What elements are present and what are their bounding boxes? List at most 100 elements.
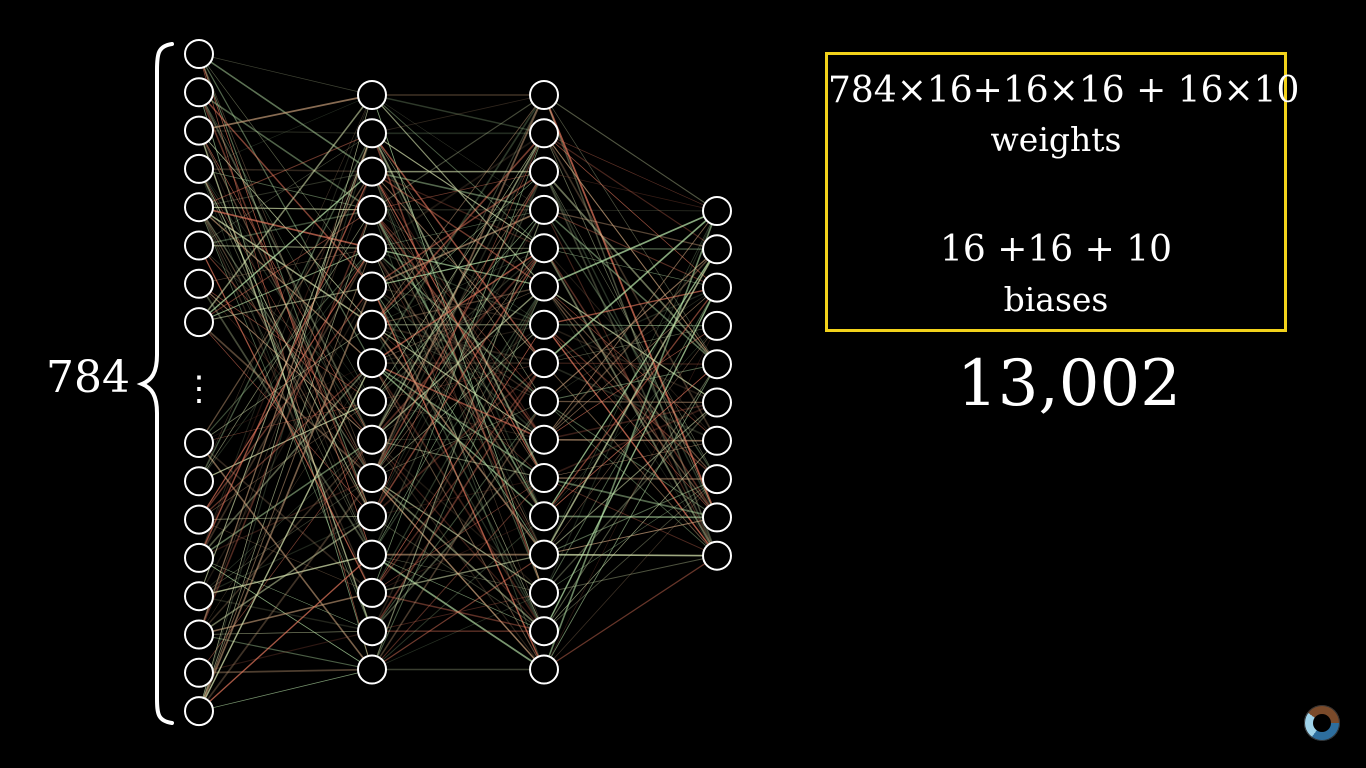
network-edge — [198, 94, 373, 559]
hidden2-neuron — [529, 233, 559, 264]
network-edge — [543, 248, 718, 517]
network-edge — [543, 477, 718, 519]
hidden1-neuron — [357, 271, 387, 302]
network-edge — [371, 94, 545, 211]
network-edge — [543, 210, 718, 440]
network-edge — [543, 209, 718, 250]
input-neuron — [184, 307, 214, 338]
network-edge — [198, 171, 373, 208]
input-neuron — [184, 153, 214, 184]
network-edge — [543, 247, 718, 288]
network-edge — [543, 248, 718, 441]
hidden1-neuron — [357, 654, 387, 685]
hidden1-neuron — [357, 309, 387, 340]
hidden2-neuron — [529, 539, 559, 570]
biases-label: biases — [1003, 280, 1109, 319]
network-edge — [198, 286, 373, 597]
hidden2-neuron — [529, 348, 559, 379]
network-edge — [371, 247, 545, 517]
network-edge — [543, 210, 718, 364]
network-edge — [371, 400, 545, 670]
input-neuron — [184, 581, 214, 612]
output-neuron — [702, 349, 732, 380]
parameter-count-box: 784×16+16×16 + 16×10 weights 16 +16 + 10… — [825, 52, 1299, 332]
network-edge — [198, 94, 373, 170]
network-edge — [371, 94, 545, 326]
network-edge — [543, 402, 718, 555]
network-edge — [198, 132, 373, 208]
output-neuron — [702, 425, 732, 456]
input-neuron-count: 784 — [46, 352, 130, 403]
network-edge — [198, 321, 373, 479]
network-edge — [198, 206, 373, 250]
network-edge — [371, 94, 545, 479]
biases-formula: 16 +16 + 10 — [939, 229, 1173, 270]
network-edge — [543, 210, 718, 288]
input-neuron — [184, 466, 214, 497]
network-edge — [371, 286, 545, 632]
hidden2-neuron — [529, 386, 559, 417]
network-edge — [543, 287, 718, 440]
network-edge — [543, 171, 718, 212]
network-edge — [371, 94, 545, 211]
network-edge — [371, 132, 545, 249]
network-edge — [198, 209, 373, 712]
network-edge — [543, 325, 718, 670]
network-edge — [198, 209, 373, 482]
network-edges — [198, 53, 718, 712]
output-neuron — [702, 196, 732, 226]
hidden2-neuron — [529, 80, 559, 110]
network-edge — [198, 247, 373, 323]
network-edge — [371, 209, 545, 479]
hidden1-neuron — [357, 577, 387, 608]
hidden1-neuron — [357, 156, 387, 187]
network-edge — [543, 555, 718, 594]
network-edge — [543, 440, 718, 632]
network-edge — [371, 133, 545, 402]
network-edge — [371, 362, 545, 479]
network-edge — [198, 94, 373, 482]
network-edge — [371, 592, 545, 670]
pi-creature-eye-logo-icon — [1304, 705, 1340, 741]
network-edge — [543, 94, 718, 212]
network-edge — [543, 287, 718, 632]
network-edge — [198, 168, 373, 173]
network-edge — [198, 133, 373, 559]
network-edge — [198, 168, 373, 211]
network-edge — [543, 210, 718, 555]
network-edge — [198, 477, 373, 559]
hidden2-neuron — [529, 194, 559, 225]
network-edge — [371, 286, 545, 670]
network-edge — [198, 439, 373, 597]
network-edge — [198, 245, 373, 402]
network-edge — [198, 362, 373, 712]
network-edge — [371, 554, 545, 632]
network-edge — [543, 555, 718, 671]
hidden2-neuron — [529, 577, 559, 608]
network-edge — [371, 209, 545, 670]
network-edge — [371, 553, 545, 594]
network-edge — [198, 400, 373, 482]
network-edge — [198, 557, 373, 632]
network-edge — [371, 94, 545, 135]
output-neuron — [702, 272, 732, 303]
network-nodes — [184, 39, 732, 727]
network-edge — [371, 132, 545, 326]
input-neuron — [184, 657, 214, 688]
network-edge — [543, 402, 718, 594]
hidden1-neuron — [357, 194, 387, 225]
network-edge — [371, 515, 545, 594]
hidden2-neuron — [529, 501, 559, 532]
input-neuron — [184, 619, 214, 650]
network-edge — [371, 94, 545, 440]
network-edge — [371, 94, 545, 364]
network-edge — [198, 248, 373, 712]
network-edge — [371, 171, 545, 517]
network-edge — [198, 669, 373, 712]
input-neuron — [184, 39, 214, 69]
input-neuron — [184, 504, 214, 535]
hidden1-neuron — [357, 616, 387, 647]
network-edge — [198, 133, 373, 635]
input-neuron — [184, 428, 214, 458]
